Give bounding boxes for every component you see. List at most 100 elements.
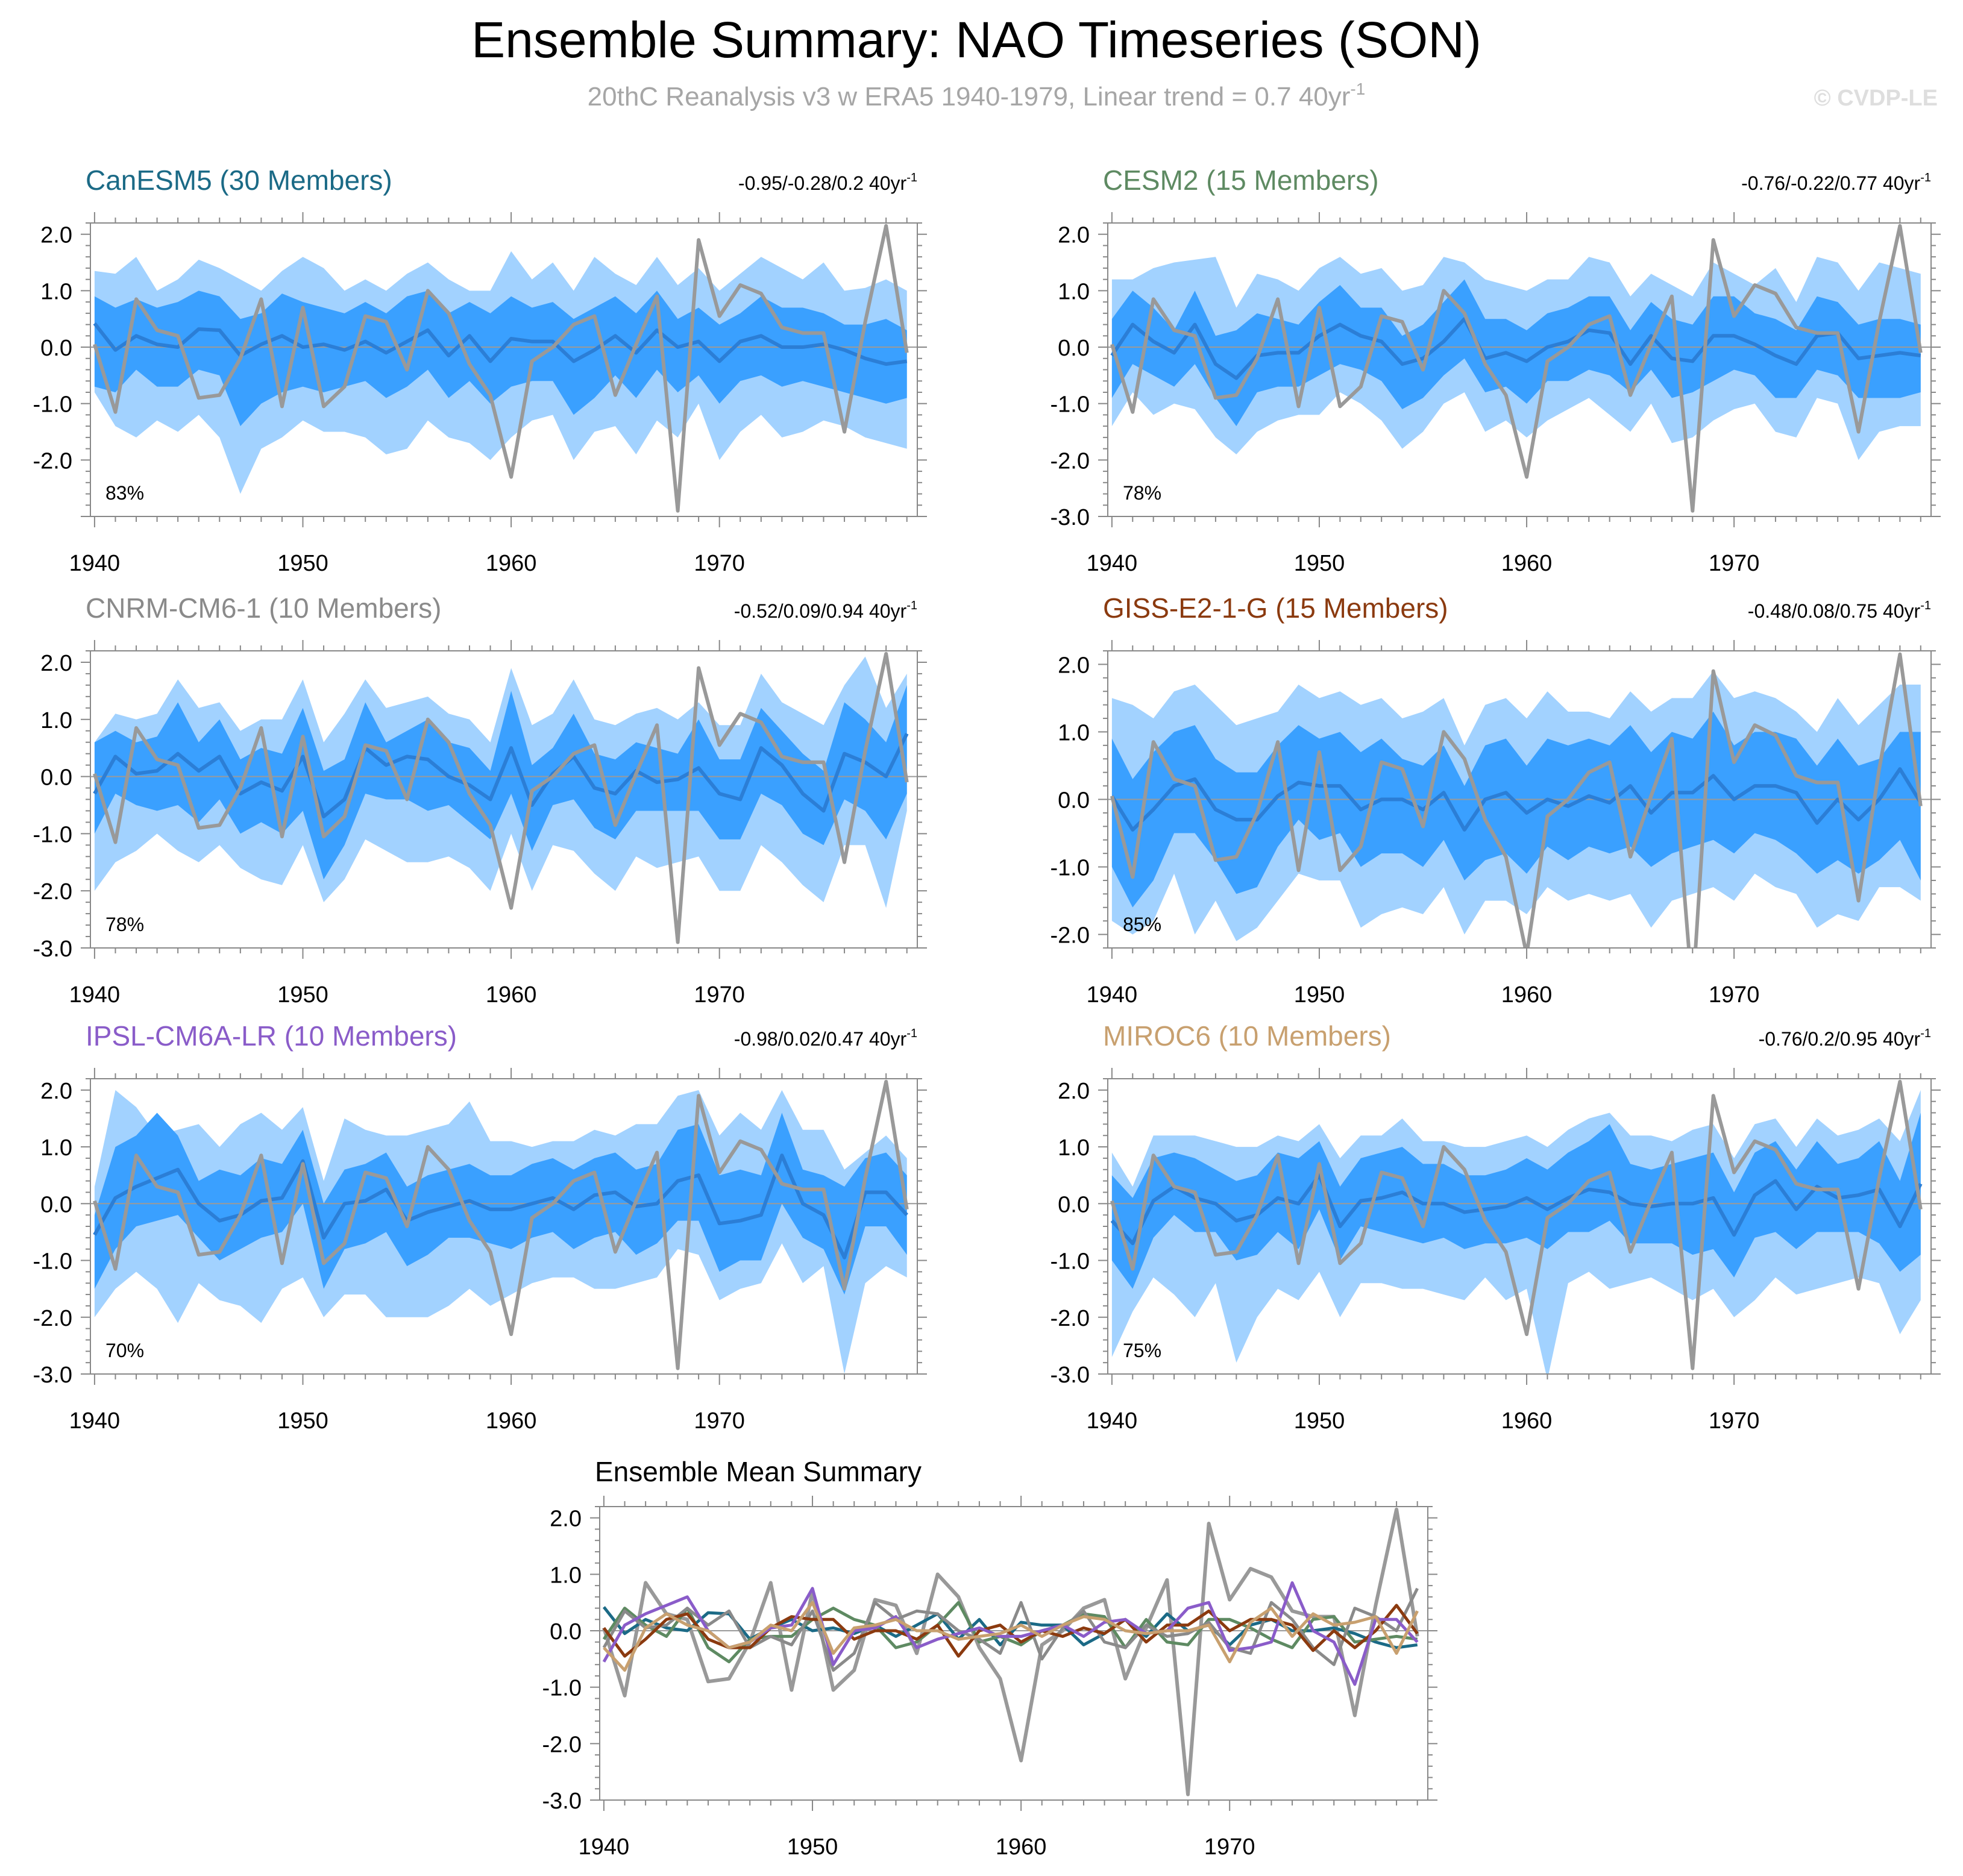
chart-panel-giss-e2-1-g: GISS-E2-1-G (15 Members) -0.48/0.08/0.75 … <box>1051 592 1941 1008</box>
panel-percent-label: 83% <box>105 482 144 504</box>
panel-title: MIROC6 (10 Members) <box>1103 1020 1391 1052</box>
panel-percent-label: 78% <box>105 914 144 935</box>
figure-title: Ensemble Summary: NAO Timeseries (SON) <box>471 11 1481 68</box>
x-tick-label: 1960 <box>1501 982 1553 1008</box>
panel-title: CanESM5 (30 Members) <box>86 165 392 196</box>
panel-trend-superscript: -1 <box>906 171 917 184</box>
panel-percent-label: 70% <box>105 1340 144 1361</box>
observed-line <box>1110 224 1923 513</box>
panel-title: GISS-E2-1-G (15 Members) <box>1103 592 1448 624</box>
y-tick-label: 1.0 <box>1058 720 1090 745</box>
y-tick-label: 1.0 <box>550 1563 582 1588</box>
x-tick-label: 1950 <box>1294 982 1345 1008</box>
y-tick-label: 0.0 <box>1058 336 1090 361</box>
panel-trend-label: -0.98/0.02/0.47 40yr-1 <box>734 1027 917 1050</box>
y-tick-label: 2.0 <box>40 651 72 676</box>
panel-percent-label: 85% <box>1123 914 1161 935</box>
x-tick-label: 1950 <box>1294 551 1345 576</box>
panel-trend-text: -0.95/-0.28/0.2 40yr <box>738 172 907 194</box>
ensemble-mean-line <box>1110 1173 1923 1246</box>
y-tick-label: 0.0 <box>40 765 72 791</box>
panel-trend-superscript: -1 <box>1920 599 1931 612</box>
y-tick-label: 2.0 <box>40 1079 72 1104</box>
x-tick-label: 1940 <box>69 982 121 1008</box>
chart-panel-cesm2: CESM2 (15 Members) -0.76/-0.22/0.77 40yr -… <box>1051 165 1941 576</box>
ensemble-mean-line <box>93 1153 908 1260</box>
y-tick-label: -3.0 <box>33 936 72 962</box>
y-tick-label: 2.0 <box>1058 223 1090 248</box>
panel-trend-label: -0.52/0.09/0.94 40yr-1 <box>734 599 917 622</box>
ensemble-mean-line <box>93 322 908 366</box>
plot-area <box>1108 652 1931 948</box>
x-tick-label: 1960 <box>1501 551 1553 576</box>
y-tick-label: -2.0 <box>1051 1306 1090 1331</box>
panel-title: Ensemble Mean Summary <box>595 1456 922 1487</box>
y-tick-label: 0.0 <box>1058 788 1090 814</box>
panel-title: CESM2 (15 Members) <box>1103 165 1379 196</box>
panel-trend-label: -0.76/0.2/0.95 40yr-1 <box>1759 1027 1931 1050</box>
y-tick-label: -2.0 <box>1051 923 1090 949</box>
observed-line <box>93 651 909 944</box>
y-tick-label: 2.0 <box>550 1507 582 1532</box>
plot-area <box>90 1079 917 1374</box>
y-tick-label: 1.0 <box>40 279 72 304</box>
observed-line <box>93 1079 909 1370</box>
panel-trend-label: -0.95/-0.28/0.2 40yr-1 <box>738 171 917 194</box>
y-tick-label: -1.0 <box>1051 392 1090 418</box>
y-tick-label: -2.0 <box>33 879 72 905</box>
chart-panel-cnrm-cm6-1: CNRM-CM6-1 (10 Members) -0.52/0.09/0.94 4… <box>33 592 927 1008</box>
figure-subtitle: 20thC Reanalysis v3 w ERA5 1940-1979, Li… <box>588 80 1366 111</box>
panel-trend-text: -0.76/-0.22/0.77 40yr <box>1741 172 1920 194</box>
y-tick-label: -1.0 <box>33 1249 72 1275</box>
inner-spread-band <box>94 685 907 880</box>
x-tick-label: 1960 <box>486 1408 537 1434</box>
plot-area <box>600 1507 1428 1796</box>
y-tick-label: -1.0 <box>33 822 72 847</box>
subtitle-superscript: -1 <box>1350 80 1365 98</box>
inner-spread-band <box>1111 711 1921 908</box>
plot-area <box>1108 224 1931 513</box>
y-tick-label: 0.0 <box>40 1192 72 1217</box>
y-tick-label: 0.0 <box>1058 1192 1090 1217</box>
y-tick-label: -3.0 <box>542 1789 582 1814</box>
y-tick-label: 2.0 <box>1058 653 1090 678</box>
panel-trend-superscript: -1 <box>906 1027 917 1040</box>
panel-trend-text: -0.48/0.08/0.75 40yr <box>1748 600 1921 622</box>
y-tick-label: -2.0 <box>33 1306 72 1331</box>
x-tick-label: 1970 <box>694 982 745 1008</box>
x-tick-label: 1940 <box>69 551 121 576</box>
x-tick-label: 1960 <box>486 551 537 576</box>
y-tick-label: -3.0 <box>1051 505 1090 530</box>
y-tick-label: -3.0 <box>1051 1363 1090 1388</box>
panel-percent-label: 75% <box>1123 1340 1161 1361</box>
y-tick-label: -1.0 <box>33 392 72 418</box>
chart-panel-ensemble-mean-summary: Ensemble Mean Summary 2.0 1.0 0.0 -1.0 -2.0 -3… <box>542 1456 1437 1860</box>
x-tick-label: 1950 <box>787 1834 838 1860</box>
y-tick-label: -3.0 <box>33 1363 72 1388</box>
panels: CanESM5 (30 Members) -0.95/-0.28/0.2 40yr… <box>33 165 1941 1860</box>
x-tick-label: 1940 <box>1087 1408 1138 1434</box>
inner-spread-band <box>1111 279 1921 427</box>
plot-area <box>90 224 917 513</box>
observed-line <box>602 1507 1419 1796</box>
x-tick-label: 1940 <box>69 1408 121 1434</box>
y-tick-label: -1.0 <box>1051 1249 1090 1275</box>
x-tick-label: 1970 <box>1709 982 1760 1008</box>
ensemble-mean-line <box>93 733 909 818</box>
y-tick-label: 0.0 <box>550 1619 582 1645</box>
x-tick-label: 1950 <box>277 551 328 576</box>
observed-line <box>93 224 909 513</box>
series-line-miroc6 <box>603 1601 1419 1672</box>
x-tick-label: 1970 <box>694 1408 745 1434</box>
x-tick-label: 1940 <box>1087 982 1138 1008</box>
observed-line <box>1110 1079 1923 1370</box>
panel-trend-text: -0.52/0.09/0.94 40yr <box>734 600 907 622</box>
x-tick-label: 1950 <box>277 1408 328 1434</box>
x-tick-label: 1950 <box>1294 1408 1345 1434</box>
plot-area <box>1108 1079 1931 1374</box>
y-tick-label: 1.0 <box>40 708 72 733</box>
panel-trend-superscript: -1 <box>1920 1027 1931 1040</box>
y-tick-label: 1.0 <box>40 1135 72 1161</box>
x-tick-label: 1970 <box>1709 551 1760 576</box>
